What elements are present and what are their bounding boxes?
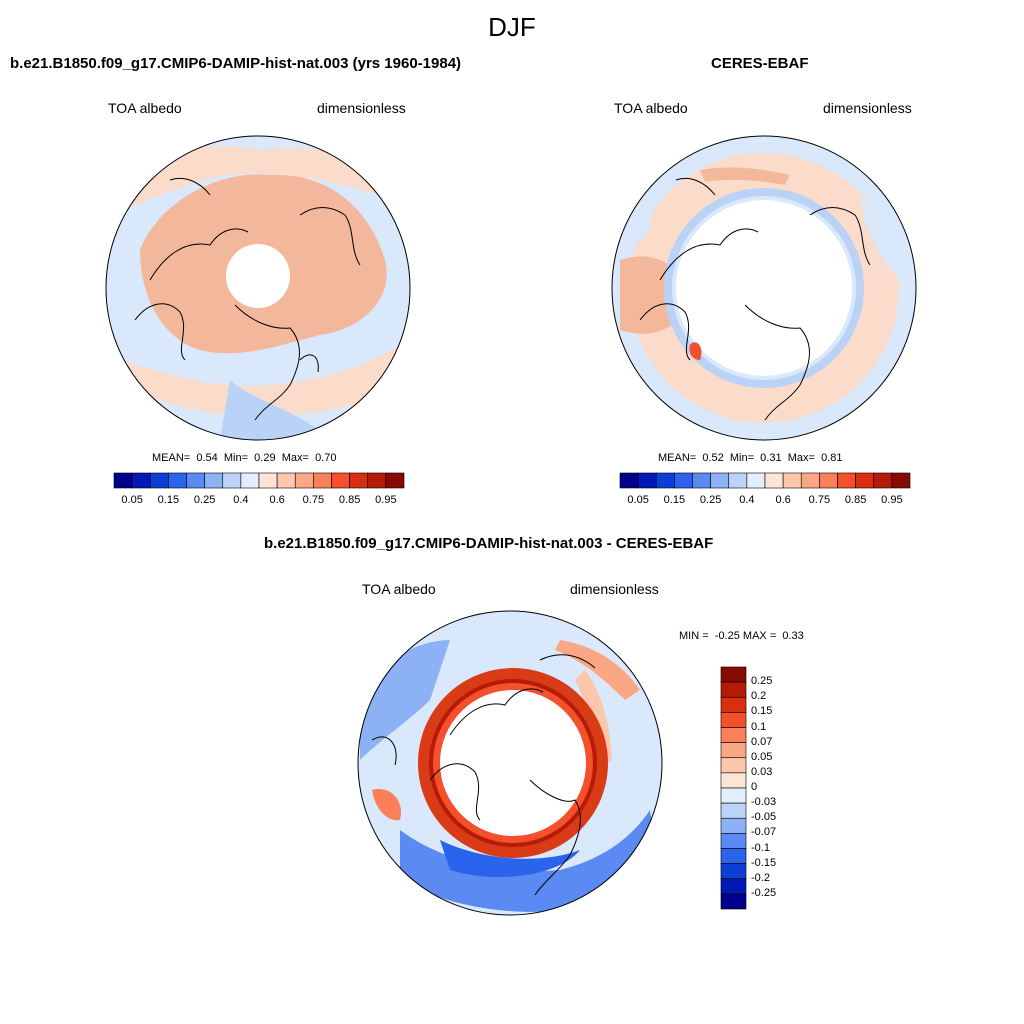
- colorbar-tick-label: 0.6: [775, 494, 791, 506]
- colorbar-swatch: [720, 666, 747, 683]
- model-polar-map: [105, 135, 411, 441]
- colorbar-tick-label: -0.25: [751, 886, 777, 899]
- model-panel-title: b.e21.B1850.f09_g17.CMIP6-DAMIP-hist-nat…: [10, 55, 462, 72]
- colorbar-swatch: [674, 472, 693, 489]
- colorbar-swatch: [692, 472, 711, 489]
- colorbar-swatch: [637, 472, 657, 489]
- colorbar-tick-label: 0.15: [751, 705, 773, 718]
- colorbar-tick-label: 0.05: [751, 750, 773, 763]
- colorbar-tick-label: 0: [751, 781, 758, 793]
- colorbar-tick-label: 0.15: [157, 494, 180, 506]
- colorbar-tick-label: 0.25: [193, 494, 216, 506]
- colorbar-tick-label: -0.07: [751, 826, 777, 839]
- colorbar-swatch: [313, 472, 332, 489]
- diff-variable-label: TOA albedo: [362, 581, 436, 597]
- obs-variable-label: TOA albedo: [614, 100, 688, 116]
- colorbar-swatch: [720, 742, 747, 759]
- colorbar-swatch: [168, 472, 187, 489]
- colorbar-tick-label: 0.1: [751, 720, 767, 733]
- colorbar-tick-label: 0.75: [808, 494, 831, 506]
- colorbar-tick-label: -0.2: [751, 871, 770, 884]
- colorbar-tick-label: 0.03: [751, 765, 773, 778]
- colorbar-swatch: [349, 472, 369, 489]
- colorbar-swatch: [720, 833, 747, 849]
- colorbar-tick-label: 0.05: [627, 494, 649, 506]
- obs-units-label: dimensionless: [823, 100, 912, 116]
- colorbar-swatch: [873, 472, 893, 489]
- obs-colorbar: [619, 472, 911, 489]
- colorbar-swatch: [720, 772, 747, 789]
- colorbar-tick-label: -0.15: [751, 856, 777, 869]
- colorbar-swatch: [222, 472, 242, 489]
- colorbar-swatch: [728, 472, 748, 489]
- colorbar-tick-label: -0.05: [751, 811, 777, 824]
- colorbar-swatch: [294, 472, 314, 489]
- colorbar-swatch: [149, 472, 169, 489]
- colorbar-tick-label: 0.25: [699, 494, 722, 506]
- colorbar-tick-label: 0.07: [751, 735, 773, 748]
- colorbar-tick-label: -0.1: [751, 841, 770, 854]
- colorbar-swatch: [720, 787, 747, 804]
- colorbar-swatch: [855, 472, 875, 489]
- colorbar-swatch: [837, 472, 856, 489]
- colorbar-tick-label: 0.05: [121, 494, 143, 506]
- colorbar-tick-label: 0.85: [844, 494, 867, 506]
- colorbar-tick-label: 0.95: [881, 494, 903, 506]
- colorbar-swatch: [720, 863, 747, 880]
- colorbar-swatch: [619, 472, 639, 489]
- colorbar-swatch: [819, 472, 838, 489]
- colorbar-swatch: [276, 472, 296, 489]
- colorbar-swatch: [720, 893, 747, 910]
- colorbar-swatch: [258, 472, 278, 489]
- figure-title: DJF: [488, 12, 536, 42]
- colorbar-swatch: [720, 757, 747, 774]
- colorbar-swatch: [385, 472, 405, 489]
- colorbar-swatch: [800, 472, 820, 489]
- colorbar-swatch: [720, 878, 747, 895]
- colorbar-tick-label: 0.6: [269, 494, 285, 506]
- colorbar-swatch: [891, 472, 911, 489]
- colorbar-tick-label: 0.2: [751, 690, 767, 703]
- colorbar-swatch: [720, 681, 747, 698]
- model-stats: MEAN= 0.54 Min= 0.29 Max= 0.70: [152, 452, 337, 464]
- colorbar-swatch: [113, 472, 133, 489]
- diff-polar-map: [357, 610, 663, 916]
- colorbar-swatch: [367, 472, 387, 489]
- colorbar-swatch: [204, 472, 224, 489]
- model-colorbar: [113, 472, 405, 489]
- colorbar-swatch: [782, 472, 802, 489]
- colorbar-swatch: [746, 472, 766, 489]
- model-variable-label: TOA albedo: [108, 100, 182, 116]
- colorbar-swatch: [186, 472, 205, 489]
- colorbar-tick-label: 0.85: [338, 494, 361, 506]
- obs-stats: MEAN= 0.52 Min= 0.31 Max= 0.81: [658, 452, 843, 464]
- colorbar-swatch: [131, 472, 151, 489]
- colorbar-swatch: [331, 472, 350, 489]
- colorbar-swatch: [240, 472, 260, 489]
- colorbar-tick-label: 0.25: [751, 675, 773, 688]
- colorbar-swatch: [720, 817, 747, 834]
- colorbar-tick-label: 0.4: [233, 494, 249, 506]
- colorbar-swatch: [720, 712, 747, 728]
- obs-panel-title: CERES-EBAF: [711, 55, 809, 72]
- colorbar-swatch: [710, 472, 730, 489]
- diff-colorbar: [720, 666, 747, 910]
- colorbar-swatch: [764, 472, 784, 489]
- diff-units-label: dimensionless: [570, 581, 659, 597]
- colorbar-tick-label: -0.03: [751, 796, 777, 809]
- diff-stats: MIN = -0.25 MAX = 0.33: [679, 630, 804, 642]
- model-units-label: dimensionless: [317, 100, 406, 116]
- colorbar-swatch: [655, 472, 675, 489]
- colorbar-tick-label: 0.75: [302, 494, 325, 506]
- colorbar-tick-label: 0.4: [739, 494, 755, 506]
- colorbar-swatch: [720, 802, 747, 819]
- colorbar-swatch: [720, 696, 747, 713]
- colorbar-tick-label: 0.95: [375, 494, 397, 506]
- colorbar-swatch: [720, 848, 747, 864]
- colorbar-tick-label: 0.15: [663, 494, 686, 506]
- colorbar-swatch: [720, 727, 747, 743]
- obs-polar-map: [611, 135, 917, 441]
- diff-panel-title: b.e21.B1850.f09_g17.CMIP6-DAMIP-hist-nat…: [264, 535, 714, 552]
